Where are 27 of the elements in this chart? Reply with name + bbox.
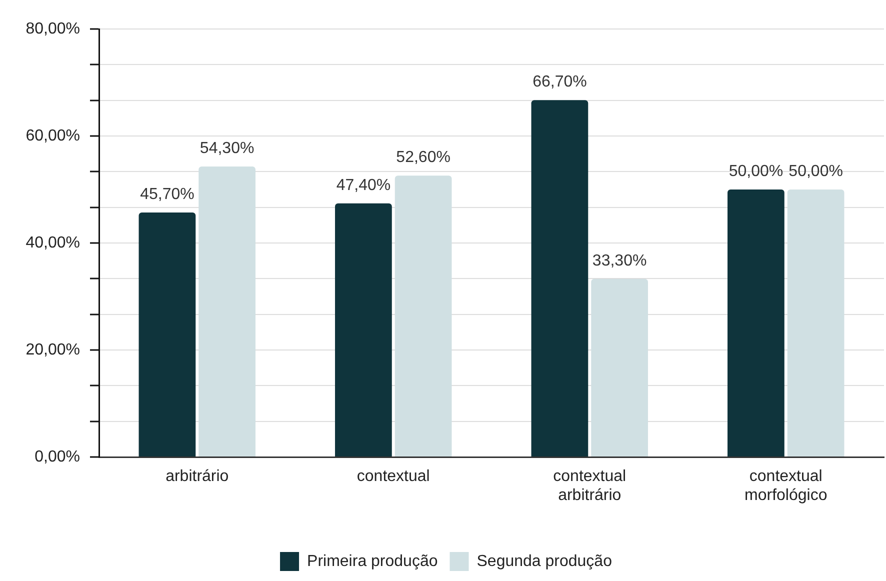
data-label: 50,00% bbox=[788, 162, 843, 180]
bar bbox=[394, 176, 452, 456]
y-tick-label: 0,00% bbox=[34, 448, 80, 466]
data-label: 45,70% bbox=[140, 186, 194, 203]
data-label: 52,60% bbox=[396, 148, 450, 166]
bar bbox=[728, 190, 784, 456]
data-label: 54,30% bbox=[200, 140, 254, 157]
legend-label: Primeira produção bbox=[307, 552, 438, 570]
bar bbox=[198, 166, 256, 456]
bar bbox=[531, 100, 588, 456]
y-tick-label: 20,00% bbox=[26, 341, 80, 358]
y-tick-label: 80,00% bbox=[26, 20, 80, 38]
bar bbox=[335, 203, 392, 456]
bar bbox=[787, 190, 844, 456]
x-tick-label: contextual arbitrário bbox=[553, 468, 626, 504]
data-label: 66,70% bbox=[532, 74, 587, 91]
legend-label: Segunda produção bbox=[476, 552, 612, 570]
data-label: 47,40% bbox=[336, 176, 391, 194]
y-tick-label: 60,00% bbox=[26, 127, 80, 144]
bar bbox=[591, 278, 648, 456]
x-tick-label: contextual bbox=[356, 468, 430, 486]
x-tick-label: arbitrário bbox=[166, 468, 229, 486]
x-tick-label: contextual morfológico bbox=[744, 468, 828, 504]
bar bbox=[138, 212, 196, 456]
y-tick-label: 40,00% bbox=[26, 234, 80, 252]
data-label: 50,00% bbox=[728, 162, 784, 180]
data-label: 33,30% bbox=[592, 252, 647, 270]
